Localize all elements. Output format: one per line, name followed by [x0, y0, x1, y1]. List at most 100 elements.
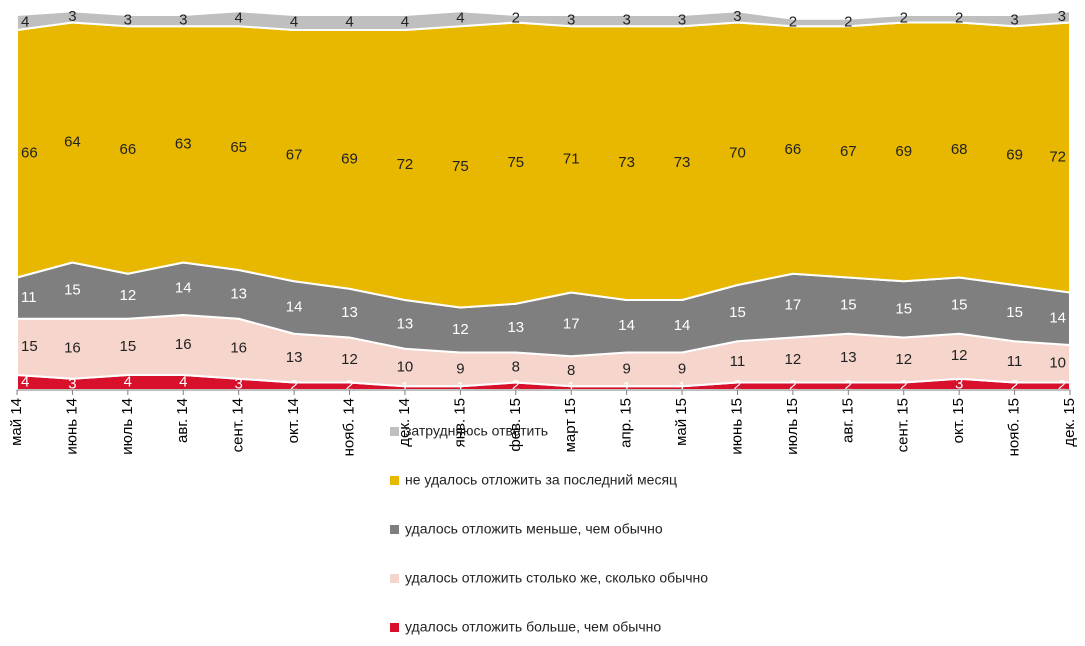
data-label: 16	[230, 340, 247, 357]
x-tick-label: дек. 15	[1061, 398, 1078, 447]
data-label: 11	[1007, 353, 1023, 370]
data-label: 68	[951, 141, 968, 158]
x-tick-label: авг. 15	[839, 398, 856, 443]
x-tick-label: сент. 15	[895, 398, 912, 452]
data-label: 4	[290, 13, 298, 30]
data-label: 17	[563, 315, 580, 332]
data-label: 2	[512, 377, 520, 394]
data-label: 67	[840, 143, 857, 160]
x-tick-label: сент. 14	[230, 398, 247, 452]
data-label: 72	[1049, 148, 1066, 165]
data-label: 14	[674, 317, 691, 334]
x-tick-label: фев. 15	[507, 398, 524, 452]
data-label: 2	[789, 13, 797, 30]
x-tick-label: май 14	[8, 398, 25, 446]
x-tick-label: окт. 15	[950, 398, 967, 443]
legend-swatch	[390, 525, 399, 534]
legend-label: удалось отложить меньше, чем обычно	[405, 521, 663, 537]
data-label: 2	[345, 377, 353, 394]
data-label: 67	[286, 147, 303, 164]
data-label: 3	[622, 12, 630, 29]
data-label: 3	[235, 375, 243, 392]
data-label: 2	[844, 377, 852, 394]
data-label: 13	[507, 319, 524, 336]
data-label: 15	[64, 282, 81, 299]
data-label: 3	[68, 8, 76, 25]
data-label: 4	[345, 13, 353, 30]
data-label: 9	[456, 360, 464, 377]
data-label: 73	[674, 154, 691, 171]
data-label: 14	[175, 280, 192, 297]
data-label: 71	[563, 150, 580, 167]
data-label: 15	[21, 338, 38, 355]
data-label: 17	[785, 297, 802, 314]
data-label: 1	[456, 379, 464, 396]
data-label: 2	[733, 377, 741, 394]
data-label: 75	[452, 158, 469, 175]
data-label: 15	[729, 304, 746, 321]
data-label: 16	[64, 340, 81, 357]
data-label: 73	[618, 154, 635, 171]
data-label: 3	[678, 12, 686, 29]
x-tick-label: март 15	[562, 398, 579, 452]
data-label: 69	[1006, 147, 1023, 164]
data-label: 8	[567, 362, 575, 379]
data-label: 9	[622, 360, 630, 377]
x-tick-label: нояб. 15	[1006, 398, 1023, 456]
data-label: 10	[1049, 355, 1066, 372]
data-label: 4	[21, 13, 29, 30]
legend-swatch	[390, 476, 399, 485]
data-label: 3	[567, 12, 575, 29]
data-label: 69	[341, 150, 358, 167]
data-label: 1	[567, 379, 575, 396]
data-label: 3	[1058, 8, 1066, 25]
data-label: 2	[512, 10, 520, 27]
legend-label: не удалось отложить за последний месяц	[405, 472, 677, 488]
data-label: 15	[119, 338, 136, 355]
data-label: 3	[124, 12, 132, 29]
data-label: 4	[235, 10, 243, 27]
data-label: 66	[119, 141, 136, 158]
data-label: 64	[64, 133, 81, 150]
legend-label: удалось отложить больше, чем обычно	[405, 619, 661, 635]
data-label: 15	[840, 297, 857, 314]
data-label: 13	[397, 315, 414, 332]
area	[16, 21, 1071, 309]
data-label: 3	[1010, 12, 1018, 29]
data-label: 3	[733, 8, 741, 25]
x-tick-label: янв. 15	[451, 398, 468, 447]
data-label: 13	[341, 304, 358, 321]
data-label: 14	[618, 317, 635, 334]
data-label: 70	[729, 145, 746, 162]
data-label: 12	[452, 321, 469, 338]
data-label: 15	[1006, 304, 1023, 321]
x-tick-label: авг. 14	[174, 398, 191, 443]
x-tick-label: июль 14	[119, 398, 136, 455]
legend-swatch	[390, 574, 399, 583]
data-label: 4	[124, 373, 132, 390]
data-label: 2	[900, 377, 908, 394]
data-label: 3	[68, 375, 76, 392]
data-label: 1	[678, 379, 686, 396]
data-label: 13	[286, 349, 303, 366]
data-label: 66	[785, 141, 802, 158]
data-label: 12	[951, 347, 968, 364]
x-tick-label: нояб. 14	[340, 398, 357, 456]
legend-swatch	[390, 623, 399, 632]
data-label: 12	[785, 351, 802, 368]
data-label: 2	[844, 13, 852, 30]
data-label: 2	[900, 10, 908, 27]
data-label: 16	[175, 336, 192, 353]
legend-label: удалось отложить столько же, сколько обы…	[405, 570, 708, 586]
data-label: 2	[1058, 377, 1066, 394]
x-tick-label: май 15	[673, 398, 690, 446]
data-label: 2	[789, 377, 797, 394]
data-label: 75	[507, 154, 524, 171]
data-label: 3	[179, 12, 187, 29]
data-label: 13	[230, 285, 247, 302]
data-label: 12	[341, 351, 358, 368]
data-label: 2	[955, 10, 963, 27]
data-label: 14	[286, 298, 303, 315]
data-label: 3	[955, 375, 963, 392]
